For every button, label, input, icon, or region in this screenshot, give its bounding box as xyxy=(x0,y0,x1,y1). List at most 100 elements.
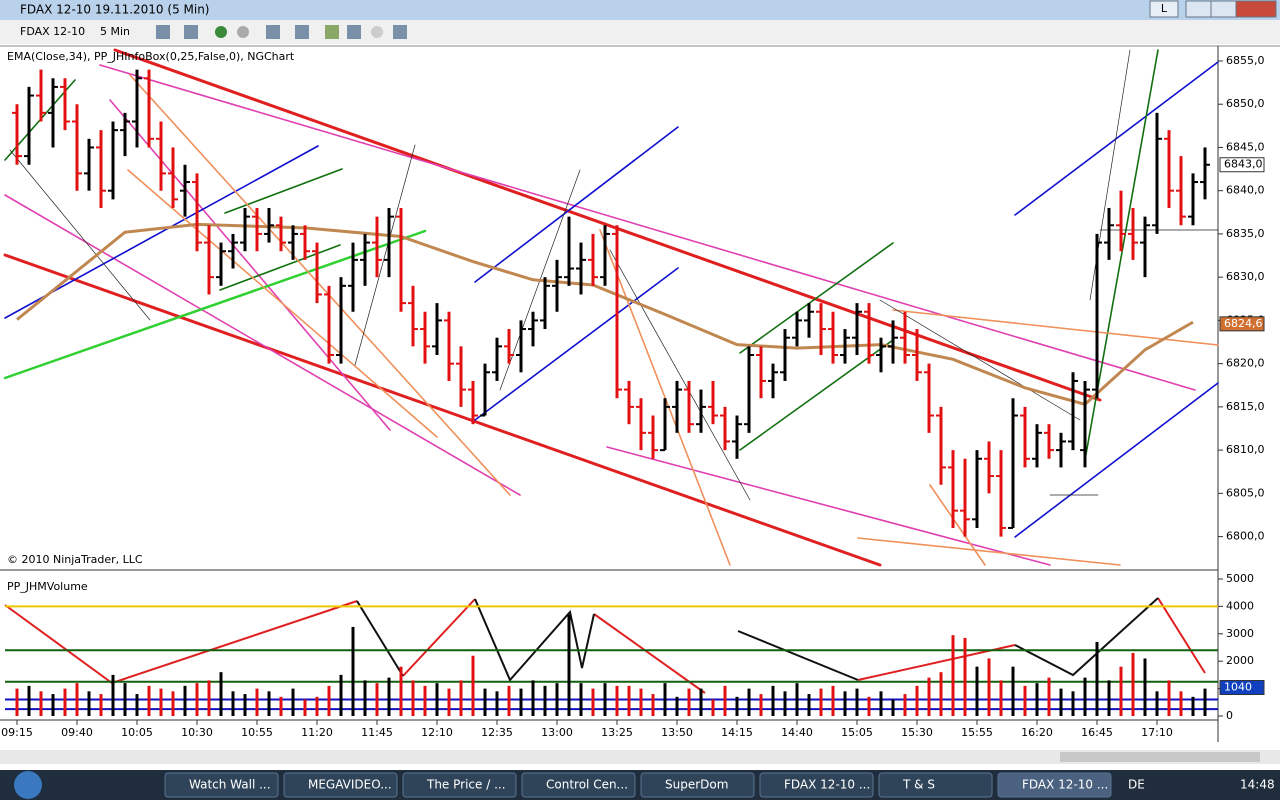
x-tick-label: 09:40 xyxy=(61,726,93,739)
y-tick-label: 4000 xyxy=(1226,599,1254,612)
task-button[interactable] xyxy=(402,772,517,798)
maximize[interactable] xyxy=(1210,0,1237,18)
language[interactable]: DE xyxy=(1128,778,1145,792)
volume-bar xyxy=(543,685,547,716)
ohlc-bar xyxy=(1200,147,1210,200)
ohlc-bar xyxy=(120,112,130,157)
icon[interactable] xyxy=(184,25,198,39)
x-tick-label: 11:20 xyxy=(301,726,333,739)
x-tick-label: 10:55 xyxy=(241,726,273,739)
price-marker xyxy=(1219,157,1265,173)
ohlc-bar xyxy=(192,173,202,252)
task-button[interactable] xyxy=(164,772,279,798)
icon[interactable] xyxy=(347,25,361,39)
ohlc-bar xyxy=(96,130,106,208)
x-tick-label: 13:00 xyxy=(541,726,573,739)
volume-bar xyxy=(123,683,127,716)
window-title: FDAX 12-10 19.11.2010 (5 Min) xyxy=(20,3,210,17)
x-tick-label: 09:15 xyxy=(1,726,33,739)
ohlc-bar xyxy=(84,138,94,191)
y-tick-label: 3000 xyxy=(1226,627,1254,640)
volume-bar xyxy=(315,696,319,716)
interval-select[interactable]: 5 Min xyxy=(100,25,130,38)
volume-bar xyxy=(579,683,583,716)
volume-bar xyxy=(255,688,259,716)
clock: 14:48 xyxy=(1240,778,1275,792)
ohlc-bar xyxy=(180,164,190,217)
icon[interactable] xyxy=(371,26,383,38)
tab-button[interactable] xyxy=(1149,0,1179,18)
task-button[interactable] xyxy=(521,772,636,798)
ohlc-bar xyxy=(228,233,238,269)
ohlc-bar xyxy=(972,450,982,528)
scroll-thumb[interactable] xyxy=(1060,752,1260,762)
x-tick-label: 15:30 xyxy=(901,726,933,739)
volume-bar xyxy=(159,688,163,716)
y-tick-label: 6845,0 xyxy=(1226,140,1265,153)
x-tick-label: 14:40 xyxy=(781,726,813,739)
tab-label: L xyxy=(1161,2,1168,15)
ohlc-bar xyxy=(168,147,178,208)
volume-bar xyxy=(879,691,883,716)
ohlc-bar xyxy=(888,320,898,364)
ohlc-bar xyxy=(1080,380,1090,468)
ohlc-bar xyxy=(1008,398,1018,529)
icon[interactable] xyxy=(325,25,339,39)
ohlc-bar xyxy=(156,121,166,191)
icon[interactable] xyxy=(215,26,227,38)
volume-bar xyxy=(651,694,655,716)
ohlc-bar xyxy=(132,69,142,148)
volume-bar xyxy=(807,694,811,716)
task-label: FDAX 12-10 ... xyxy=(1022,778,1108,792)
task-button[interactable] xyxy=(759,772,874,798)
instrument-select[interactable]: FDAX 12-10 xyxy=(20,25,85,38)
ohlc-bar xyxy=(648,415,658,459)
task-button[interactable] xyxy=(283,772,398,798)
task-button[interactable] xyxy=(997,772,1112,798)
ohlc-bar xyxy=(216,242,226,286)
toolbar xyxy=(0,20,1280,44)
volume-bar xyxy=(1107,680,1111,716)
volume-bar xyxy=(135,694,139,716)
volume-bar xyxy=(363,680,367,716)
volume-bar xyxy=(1119,666,1123,716)
volume-bar xyxy=(195,683,199,716)
y-tick-label: 6805,0 xyxy=(1226,486,1265,499)
volume-bar xyxy=(759,694,763,716)
ohlc-bar xyxy=(480,363,490,417)
ohlc-bar xyxy=(456,346,466,407)
volume-bar xyxy=(63,688,67,716)
icon[interactable] xyxy=(266,25,280,39)
ohlc-bar xyxy=(1104,207,1114,260)
icon[interactable] xyxy=(237,26,249,38)
ohlc-bar xyxy=(552,259,562,312)
minimize[interactable] xyxy=(1185,0,1212,18)
task-button[interactable] xyxy=(640,772,755,798)
volume-bar xyxy=(291,688,295,716)
volume-bar xyxy=(243,694,247,716)
y-tick-label: 6820,0 xyxy=(1226,357,1265,370)
close[interactable] xyxy=(1235,0,1277,18)
volume-bar xyxy=(483,688,487,716)
volume-trend xyxy=(4,597,1206,694)
ohlc-bar xyxy=(924,363,934,433)
start-button[interactable] xyxy=(14,771,42,799)
task-button[interactable] xyxy=(878,772,993,798)
icon[interactable] xyxy=(156,25,170,39)
icon[interactable] xyxy=(295,25,309,39)
icon[interactable] xyxy=(393,25,407,39)
volume-bar xyxy=(1143,658,1147,716)
volume-bar xyxy=(603,683,607,716)
volume-bar xyxy=(999,680,1003,716)
ohlc-bar xyxy=(780,329,790,381)
volume-bar xyxy=(867,696,871,716)
scrollbar[interactable] xyxy=(0,750,1280,764)
volume-bar xyxy=(1083,677,1087,716)
ohlc-bar xyxy=(768,363,778,399)
ohlc-bar xyxy=(708,380,718,425)
ohlc-bar xyxy=(468,380,478,425)
volume-bar xyxy=(423,685,427,716)
volume-bar xyxy=(411,680,415,716)
task-label: SuperDom xyxy=(665,778,728,792)
